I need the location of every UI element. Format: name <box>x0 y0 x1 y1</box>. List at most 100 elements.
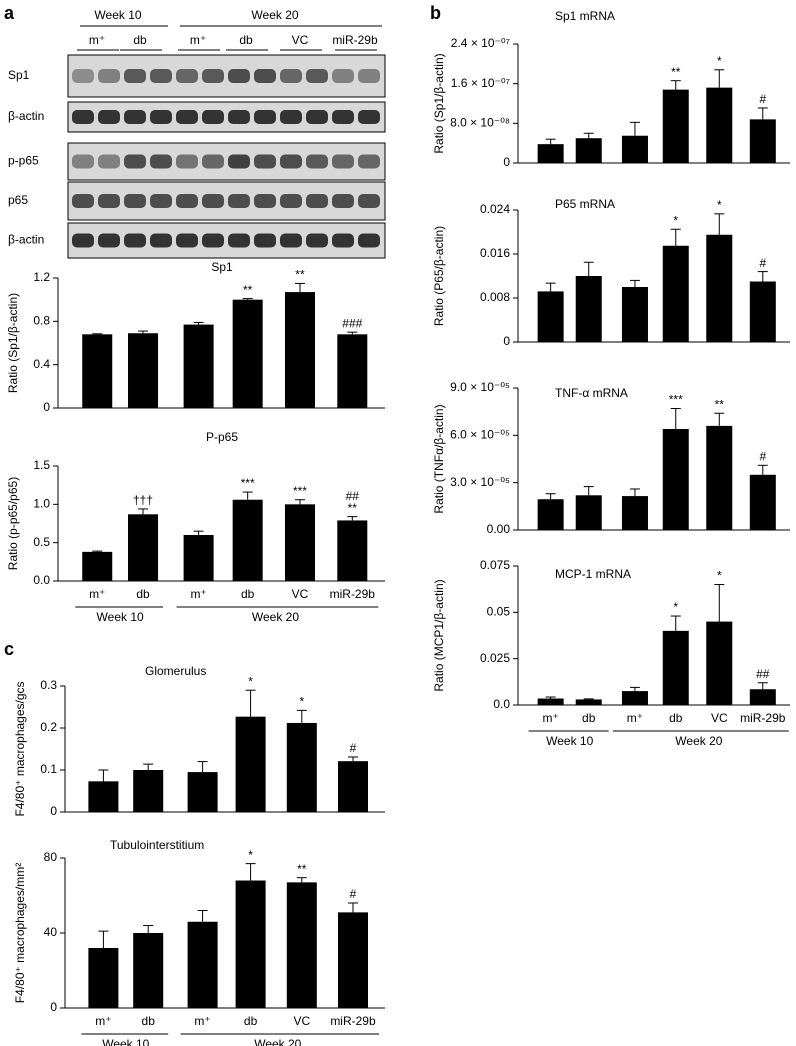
bar <box>662 89 689 163</box>
chart-title: Sp1 mRNA <box>555 9 615 23</box>
y-tick-label: 0.0 <box>493 697 510 711</box>
bar <box>235 716 266 812</box>
bar <box>662 630 689 705</box>
significance-marker: * <box>717 54 722 68</box>
bar <box>749 119 776 163</box>
bar <box>338 912 368 1008</box>
significance-marker: ## <box>346 489 360 503</box>
significance-marker: ††† <box>133 493 153 507</box>
chart-title: P65 mRNA <box>555 197 615 211</box>
blot-band <box>306 69 328 83</box>
lane-label: miR-29b <box>332 33 378 47</box>
blot-band <box>202 154 224 169</box>
chart-title: P-p65 <box>206 430 238 444</box>
bar <box>537 144 564 163</box>
blot-band <box>358 233 380 248</box>
y-axis-label: Ratio (TNFα/β-actin) <box>432 404 446 513</box>
chart-title: Sp1 <box>211 260 233 274</box>
blot-band <box>98 110 120 124</box>
lane-label: VC <box>292 33 309 47</box>
bar <box>575 699 602 705</box>
significance-marker: * <box>673 213 678 227</box>
significance-marker: ** <box>715 397 725 411</box>
y-tick-label: 0 <box>43 400 50 414</box>
bar <box>337 520 368 581</box>
bar <box>284 292 315 408</box>
bar <box>749 281 776 342</box>
blot-band <box>228 154 250 169</box>
bar <box>621 287 648 342</box>
bar <box>575 276 602 342</box>
bar <box>133 933 164 1008</box>
blot-band <box>176 194 198 208</box>
x-tick-label: m⁺ <box>542 711 558 725</box>
blot-band <box>280 154 302 169</box>
y-tick-label: 0 <box>50 804 57 818</box>
blot-band <box>202 110 224 124</box>
y-tick-label: 0.5 <box>33 535 50 549</box>
bar <box>337 334 368 408</box>
blot-band <box>306 194 328 208</box>
x-tick-label: VC <box>293 1014 310 1028</box>
x-tick-label: m⁺ <box>194 1014 210 1028</box>
blot-band <box>306 154 328 169</box>
blot-band <box>176 154 198 169</box>
blot-band <box>150 194 172 208</box>
blot-band <box>72 194 94 208</box>
blot-frame <box>67 222 386 259</box>
significance-marker: # <box>350 887 357 901</box>
significance-marker: ** <box>348 501 358 515</box>
y-axis-label: Ratio (p-p65/p65) <box>6 477 20 570</box>
y-tick-label: 0.0 <box>33 573 50 587</box>
y-tick-label: 0.008 <box>480 290 510 304</box>
chart-title: Glomerulus <box>145 664 206 678</box>
y-axis-label: F4/80⁺ macrophages/mm² <box>13 863 27 1003</box>
significance-marker: * <box>717 569 722 583</box>
bar <box>88 948 119 1008</box>
y-tick-label: 0 <box>503 334 510 348</box>
significance-marker: *** <box>241 476 255 490</box>
blot-band <box>98 69 120 83</box>
y-tick-label: 1.5 <box>33 458 50 472</box>
bar <box>662 429 689 530</box>
panel-label: b <box>430 3 441 23</box>
blot-band <box>306 110 328 124</box>
panel-label: c <box>4 639 14 659</box>
bar <box>286 882 317 1008</box>
x-tick-label: db <box>136 587 150 601</box>
significance-marker: * <box>299 695 304 709</box>
blot-band <box>202 233 224 248</box>
blot-row-label: p65 <box>8 193 28 207</box>
y-tick-label: 0.016 <box>480 246 510 260</box>
y-tick-label: 0.2 <box>40 720 57 734</box>
blot-band <box>280 233 302 248</box>
bar <box>537 698 564 705</box>
bar <box>88 781 119 812</box>
significance-marker: ** <box>671 65 681 79</box>
lane-label: m⁺ <box>190 33 206 47</box>
blot-band <box>72 154 94 169</box>
blot-band <box>254 233 276 248</box>
y-tick-label: 1.2 <box>33 270 50 284</box>
bar <box>621 496 648 530</box>
x-tick-label: m⁺ <box>190 587 206 601</box>
blot-band <box>150 154 172 169</box>
blot-band <box>124 233 146 248</box>
x-tick-label: miR-29b <box>330 1014 376 1028</box>
y-axis-label: F4/80⁺ macrophages/gcs <box>13 681 27 816</box>
significance-marker: ## <box>756 667 770 681</box>
blot-band <box>176 69 198 83</box>
significance-marker: * <box>248 674 253 688</box>
blot-row-label: Sp1 <box>8 68 30 82</box>
y-tick-label: 0.3 <box>40 678 57 692</box>
lane-label: db <box>133 33 147 47</box>
y-axis-label: Ratio (P65/β-actin) <box>432 226 446 326</box>
y-axis-label: Ratio (Sp1/β-actin) <box>432 53 446 153</box>
group-label: Week 20 <box>252 610 299 624</box>
blot-band <box>332 233 354 248</box>
y-tick-label: 0 <box>50 1000 57 1014</box>
lane-label: m⁺ <box>89 33 105 47</box>
y-tick-label: 0.1 <box>40 762 57 776</box>
significance-marker: # <box>759 449 766 463</box>
significance-marker: *** <box>669 393 683 407</box>
